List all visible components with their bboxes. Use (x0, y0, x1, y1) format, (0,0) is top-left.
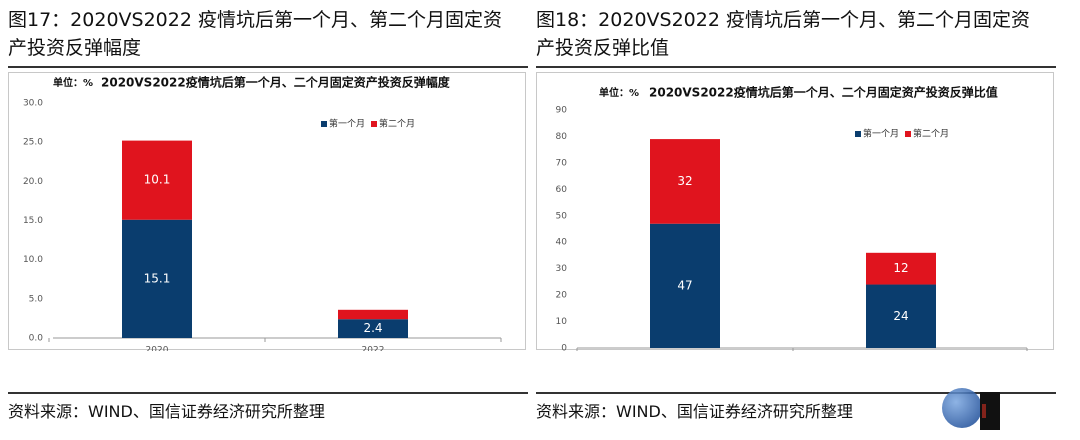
legend-swatch (905, 131, 911, 137)
chart-frame: 单位：% 2020VS2022疫情坑后第一个月、二个月固定资产投资反弹比值 0 10 2… (536, 72, 1054, 352)
legend-label: 第二个月 (913, 128, 949, 140)
figure-18-panel: 图18：2020VS2022 疫情坑后第一个月、第二个月固定资产投资反弹比值 单… (536, 0, 1056, 440)
y-tick-label: 30 (556, 264, 568, 274)
chart-frame: 单位：% 2020VS2022疫情坑后第一个月、二个月固定资产投资反弹幅度 0.0 5… (8, 72, 526, 352)
chart-title: 2020VS2022疫情坑后第一个月、二个月固定资产投资反弹幅度 (101, 75, 451, 90)
bar-segment (866, 252, 936, 285)
bar-data-label: 12 (893, 261, 908, 275)
y-tick-label: 15.0 (23, 216, 43, 226)
y-tick-label: 10.0 (23, 255, 43, 265)
bar-segment (866, 284, 936, 348)
bar-data-label: 24 (893, 309, 908, 323)
y-tick-label: 25.0 (23, 138, 43, 148)
y-tick-label: 0.0 (29, 334, 44, 344)
legend-swatch (371, 121, 377, 127)
y-tick-label: 30.0 (23, 99, 43, 109)
top-rule (8, 66, 528, 68)
bar-segment (122, 219, 192, 338)
watermark-logo (942, 388, 1000, 430)
figure-17-panel: 图17：2020VS2022 疫情坑后第一个月、第二个月固定资产投资反弹幅度 单… (8, 0, 528, 440)
bar-segment (338, 319, 408, 338)
y-tick-label: 40 (556, 238, 568, 248)
source-note: 资料来源：WIND、国信证券经济研究所整理 (8, 402, 325, 421)
y-tick-label: 60 (556, 185, 568, 195)
y-tick-label: 80 (556, 132, 568, 142)
bar-data-label: 15.1 (144, 271, 171, 285)
y-tick-label: 70 (556, 158, 568, 168)
y-tick-label: 50 (556, 211, 568, 221)
bar-segment (338, 309, 408, 320)
y-tick-label: 10 (556, 317, 568, 327)
unit-label: 单位：% (53, 76, 93, 89)
y-tick-label: 0 (561, 344, 567, 352)
stacked-bar-chart-17: 单位：% 2020VS2022疫情坑后第一个月、二个月固定资产投资反弹幅度 0.0 5… (23, 75, 502, 352)
figure-title: 图18：2020VS2022 疫情坑后第一个月、第二个月固定资产投资反弹比值 (536, 9, 1030, 59)
stacked-bar-chart-18: 单位：% 2020VS2022疫情坑后第一个月、二个月固定资产投资反弹比值 0 10 2… (556, 85, 1028, 352)
legend-swatch (321, 121, 327, 127)
y-tick-label: 90 (556, 106, 568, 116)
source-note: 资料来源：WIND、国信证券经济研究所整理 (536, 402, 853, 421)
y-tick-label: 20.0 (23, 177, 43, 187)
legend-swatch (855, 131, 861, 137)
bar-data-label: 2.4 (363, 321, 382, 335)
figure-title: 图17：2020VS2022 疫情坑后第一个月、第二个月固定资产投资反弹幅度 (8, 9, 502, 59)
top-rule (536, 66, 1056, 68)
legend-label: 第二个月 (379, 118, 415, 130)
x-tick-label: 2020 (146, 346, 169, 352)
chart-title: 2020VS2022疫情坑后第一个月、二个月固定资产投资反弹比值 (649, 85, 998, 100)
bottom-rule (8, 392, 528, 394)
y-tick-label: 20 (556, 291, 568, 301)
bar-data-label: 10.1 (144, 173, 171, 187)
bar-data-label: 47 (677, 278, 692, 292)
legend-label: 第一个月 (329, 118, 365, 130)
bar-segment (650, 139, 720, 224)
legend-label: 第一个月 (863, 128, 899, 140)
y-tick-label: 5.0 (29, 294, 44, 304)
bottom-rule (536, 392, 1056, 394)
unit-label: 单位：% (599, 86, 639, 99)
bar-segment (650, 223, 720, 348)
x-tick-label: 2022 (362, 346, 385, 352)
bar-segment (122, 140, 192, 220)
bar-data-label: 32 (677, 174, 692, 188)
